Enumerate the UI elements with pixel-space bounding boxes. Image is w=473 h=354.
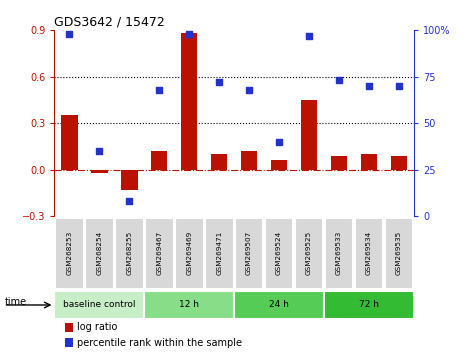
Point [185, 31, 193, 37]
Point [365, 83, 373, 89]
Bar [65, 338, 73, 347]
Point [305, 33, 313, 39]
Bar [54, 291, 144, 319]
Text: GDS3642 / 15472: GDS3642 / 15472 [54, 16, 165, 29]
Point [125, 198, 133, 204]
Bar [181, 33, 197, 170]
FancyBboxPatch shape [324, 218, 353, 289]
Point [275, 139, 283, 144]
Text: 12 h: 12 h [179, 301, 199, 309]
Text: 24 h: 24 h [269, 301, 289, 309]
Point [96, 148, 103, 154]
FancyBboxPatch shape [85, 218, 114, 289]
Text: 72 h: 72 h [359, 301, 379, 309]
Point [215, 79, 223, 85]
Text: GSM268254: GSM268254 [96, 231, 102, 275]
FancyBboxPatch shape [205, 218, 234, 289]
Point [245, 87, 253, 92]
FancyBboxPatch shape [115, 218, 144, 289]
Text: GSM269533: GSM269533 [336, 231, 342, 275]
Bar [271, 160, 287, 170]
Text: GSM269471: GSM269471 [216, 231, 222, 275]
Bar [151, 151, 167, 170]
Text: GSM269507: GSM269507 [246, 231, 252, 275]
FancyBboxPatch shape [355, 218, 383, 289]
Bar [211, 154, 228, 170]
Text: GSM269535: GSM269535 [396, 231, 402, 275]
Bar [234, 291, 324, 319]
Bar [361, 154, 377, 170]
Bar [121, 170, 138, 190]
Bar [65, 322, 73, 332]
FancyBboxPatch shape [235, 218, 263, 289]
Bar [61, 115, 78, 170]
Text: GSM268253: GSM268253 [66, 231, 72, 275]
Bar [324, 291, 414, 319]
Bar [331, 156, 347, 170]
FancyBboxPatch shape [175, 218, 203, 289]
Text: GSM268255: GSM268255 [126, 231, 132, 275]
FancyBboxPatch shape [295, 218, 324, 289]
FancyBboxPatch shape [145, 218, 174, 289]
FancyBboxPatch shape [55, 218, 84, 289]
Bar [144, 291, 234, 319]
Bar [91, 170, 107, 173]
FancyBboxPatch shape [385, 218, 413, 289]
FancyBboxPatch shape [265, 218, 293, 289]
Text: GSM269469: GSM269469 [186, 231, 192, 275]
Text: GSM269525: GSM269525 [306, 231, 312, 275]
Text: GSM269524: GSM269524 [276, 231, 282, 275]
Point [156, 87, 163, 92]
Text: baseline control: baseline control [63, 301, 136, 309]
Text: time: time [5, 297, 27, 307]
Text: GSM269534: GSM269534 [366, 231, 372, 275]
Point [66, 31, 73, 37]
Bar [301, 100, 317, 170]
Text: GSM269467: GSM269467 [156, 231, 162, 275]
Text: percentile rank within the sample: percentile rank within the sample [77, 338, 242, 348]
Point [395, 83, 403, 89]
Bar [241, 151, 257, 170]
Bar [391, 156, 407, 170]
Point [335, 78, 343, 83]
Text: log ratio: log ratio [77, 322, 117, 332]
